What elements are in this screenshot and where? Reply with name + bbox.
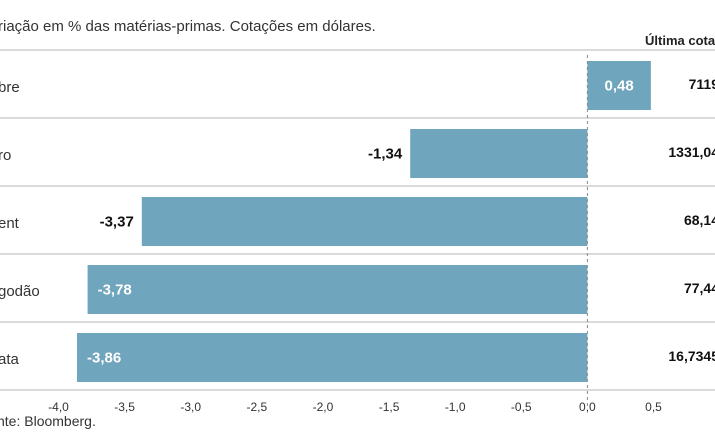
x-tick-label: 0,5 (645, 400, 662, 414)
last-quote-value: 1331,04 (668, 144, 715, 160)
category-label: godão (0, 283, 40, 300)
x-tick-label: -3,5 (114, 400, 135, 414)
x-tick-label: -3,0 (180, 400, 201, 414)
bar-value-label: -3,37 (100, 213, 134, 230)
bar-value-label: -3,78 (98, 281, 132, 298)
x-tick-label: -0,5 (511, 400, 532, 414)
category-label: ata (0, 351, 20, 368)
bar-value-label: -1,34 (368, 145, 403, 162)
category-labels: bre ro ent godão ata (0, 79, 40, 368)
x-tick-label: -2,5 (246, 400, 267, 414)
x-tick-label: -4,0 (48, 400, 69, 414)
bar-4 (87, 265, 588, 314)
x-tick-label: 0,0 (579, 400, 596, 414)
category-label: bre (0, 79, 20, 96)
x-tick-label: -1,5 (379, 400, 400, 414)
last-quote-value: 68,14 (684, 212, 715, 228)
last-quote-value: 16,7345 (668, 348, 715, 364)
x-axis: -4,0 -3,5 -3,0 -2,5 -2,0 -1,5 -1,0 -0,5 0,0 0,5 (48, 55, 662, 414)
x-tick-label: -1,0 (445, 400, 466, 414)
bar-2 (410, 129, 588, 178)
chart-subtitle: riação em % das matérias-primas. Cotaçõe… (0, 18, 376, 35)
row-separators (0, 49, 715, 391)
bar-value-label: -3,86 (87, 349, 121, 366)
last-quote-header: Última cotaç (645, 33, 715, 48)
last-quote-value: 7119 (689, 76, 715, 92)
bar-3 (141, 197, 588, 246)
bar-1 (587, 61, 651, 110)
last-quote-values: 7119 1331,04 68,14 77,44 16,7345 (668, 76, 715, 364)
category-label: ro (0, 147, 11, 164)
bars-group: 0,48 -1,34 -3,37 -3,78 -3,86 (77, 61, 651, 382)
bar-5 (77, 333, 588, 382)
last-quote-value: 77,44 (684, 280, 715, 296)
category-label: ent (0, 215, 20, 232)
source-note: nte: Bloomberg. (0, 413, 96, 429)
bar-value-label: 0,48 (605, 77, 634, 94)
x-tick-label: -2,0 (313, 400, 334, 414)
